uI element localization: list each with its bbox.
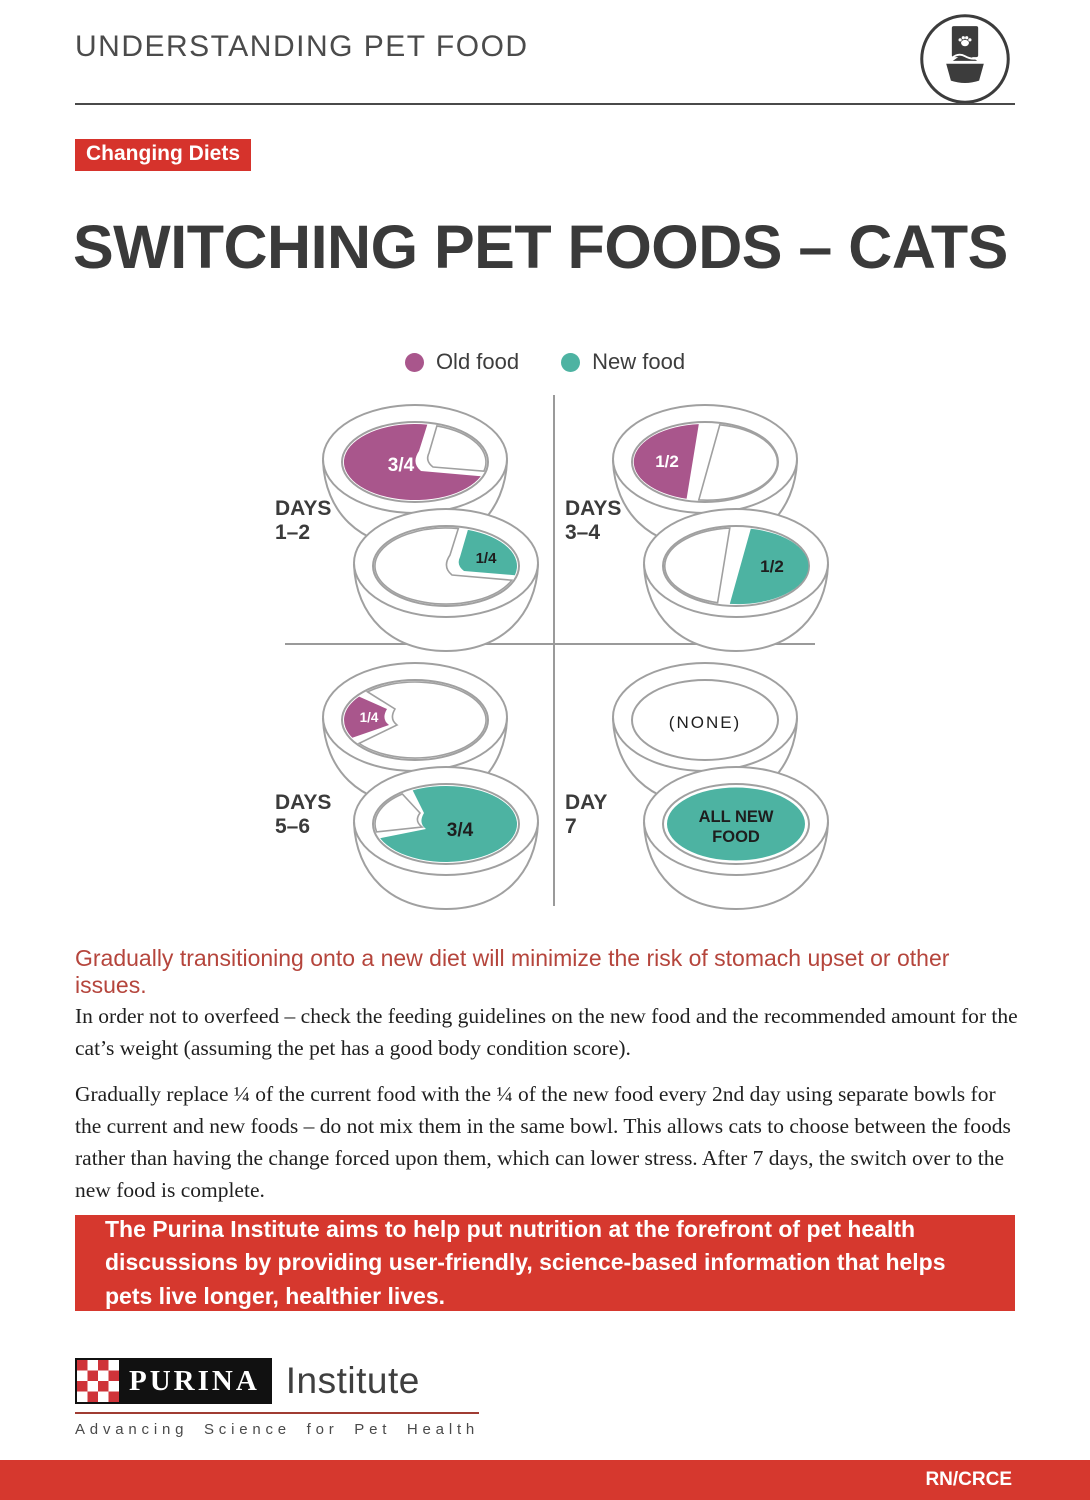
old-food-bowl-empty: (NONE) <box>612 662 798 806</box>
quadrant-day-7: DAY 7 (NONE) ALL NEW FOOD <box>553 651 843 910</box>
quadrant-days-5-6: DAYS 5–6 1/4 3/4 <box>263 651 553 910</box>
footer-code: RN/CRCE <box>925 1469 1012 1490</box>
diagram-vertical-divider <box>553 395 555 906</box>
fraction-label: 3/4 <box>447 820 474 841</box>
transition-diagram: DAYS 1–2 3/4 1/4 D <box>263 393 843 910</box>
page-header-title: UNDERSTANDING PET FOOD <box>75 30 529 63</box>
legend: Old food New food <box>0 349 1090 375</box>
lead-sentence: Gradually transitioning onto a new diet … <box>75 945 950 998</box>
old-food-bowl: 3/4 <box>322 404 508 548</box>
mission-banner: The Purina Institute aims to help put nu… <box>75 1215 1015 1311</box>
day-label: DAY 7 <box>565 791 608 839</box>
old-food-dot-icon <box>404 352 424 372</box>
old-food-bowl: 1/2 <box>612 404 798 548</box>
fraction-label: 1/4 <box>476 550 498 567</box>
new-food-bowl-full: ALL NEW FOOD <box>643 766 829 910</box>
page-title: SWITCHING PET FOODS – CATS <box>73 213 1008 281</box>
purina-checkerboard-icon <box>75 1358 121 1404</box>
legend-item-new-food: New food <box>561 349 685 375</box>
legend-label: New food <box>592 349 686 374</box>
pet-food-bowl-icon <box>918 12 1012 106</box>
all-new-food-label-line2: FOOD <box>712 828 760 846</box>
diagram-horizontal-divider <box>285 643 815 645</box>
legend-item-old-food: Old food <box>404 349 520 375</box>
logo-underline <box>75 1412 480 1414</box>
footer-bar: RN/CRCE <box>0 1460 1090 1500</box>
fraction-label: 3/4 <box>388 455 415 476</box>
fraction-label: 1/2 <box>760 557 784 576</box>
new-food-bowl: 1/2 <box>643 508 829 652</box>
new-food-bowl: 3/4 <box>353 766 539 910</box>
all-new-food-label-line1: ALL NEW <box>699 808 774 826</box>
fraction-label: 1/2 <box>655 452 679 471</box>
day-label: DAYS 5–6 <box>275 791 332 839</box>
purina-brand-text: PURINA <box>129 1364 260 1397</box>
legend-label: Old food <box>435 349 520 374</box>
new-food-dot-icon <box>561 352 581 372</box>
logo-tagline: Advancing Science for Pet Health <box>75 1421 480 1438</box>
paragraph: In order not to overfeed – check the fee… <box>75 1004 1018 1061</box>
institute-text: Institute <box>285 1360 420 1401</box>
paragraph: Gradually replace ¼ of the current food … <box>75 1081 1011 1203</box>
purina-institute-logo: PURINA Institute Advancing Science for P… <box>75 1358 480 1438</box>
fraction-label: 1/4 <box>360 710 379 725</box>
day-label: DAYS 3–4 <box>565 497 622 545</box>
none-label: (NONE) <box>669 713 741 732</box>
header-divider <box>75 103 1015 105</box>
mission-banner-text: The Purina Institute aims to help put nu… <box>105 1215 946 1309</box>
quadrant-days-3-4: DAYS 3–4 1/2 1/2 <box>553 393 843 652</box>
quadrant-days-1-2: DAYS 1–2 3/4 1/4 <box>263 393 553 652</box>
old-food-bowl: 1/4 <box>322 662 508 806</box>
purina-wordmark-box: PURINA <box>75 1358 272 1404</box>
day-label: DAYS 1–2 <box>275 497 332 545</box>
section-badge: Changing Diets <box>75 139 252 171</box>
new-food-bowl: 1/4 <box>353 508 539 652</box>
